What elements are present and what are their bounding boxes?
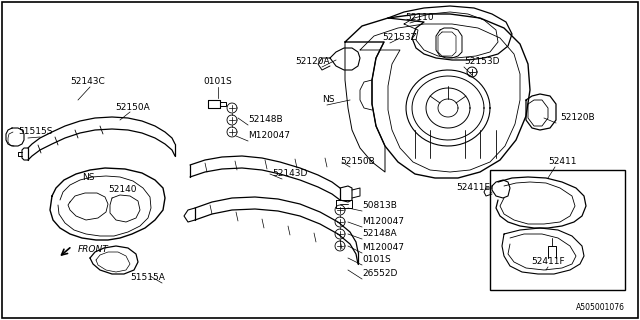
Text: M120047: M120047: [362, 218, 404, 227]
Text: 51515S: 51515S: [18, 127, 52, 137]
Text: 52411E: 52411E: [456, 183, 490, 193]
Text: 52143C: 52143C: [70, 77, 105, 86]
Text: 52411: 52411: [548, 157, 577, 166]
Text: 50813B: 50813B: [362, 202, 397, 211]
Text: 26552D: 26552D: [362, 269, 397, 278]
Text: 52150A: 52150A: [115, 102, 150, 111]
Text: 52153Z: 52153Z: [383, 34, 417, 43]
Text: M120047: M120047: [362, 244, 404, 252]
Text: 52120A: 52120A: [296, 58, 330, 67]
Text: 52110: 52110: [406, 13, 435, 22]
Text: 52143D: 52143D: [272, 170, 307, 179]
Text: 52153D: 52153D: [464, 58, 499, 67]
Text: 52120B: 52120B: [560, 114, 595, 123]
Text: 52411F: 52411F: [531, 258, 565, 267]
Text: 0101S: 0101S: [204, 77, 232, 86]
Text: 52140: 52140: [108, 186, 136, 195]
Text: 52148A: 52148A: [362, 229, 397, 238]
Text: 52150B: 52150B: [340, 157, 375, 166]
Bar: [490, 170, 625, 290]
Text: NS: NS: [322, 95, 335, 105]
Text: A505001076: A505001076: [576, 303, 625, 313]
Text: FRONT: FRONT: [78, 245, 109, 254]
Text: 51515A: 51515A: [131, 274, 165, 283]
Text: 0101S: 0101S: [362, 255, 391, 265]
Text: 52148B: 52148B: [248, 116, 283, 124]
Text: M120047: M120047: [248, 132, 290, 140]
Text: NS: NS: [82, 173, 95, 182]
